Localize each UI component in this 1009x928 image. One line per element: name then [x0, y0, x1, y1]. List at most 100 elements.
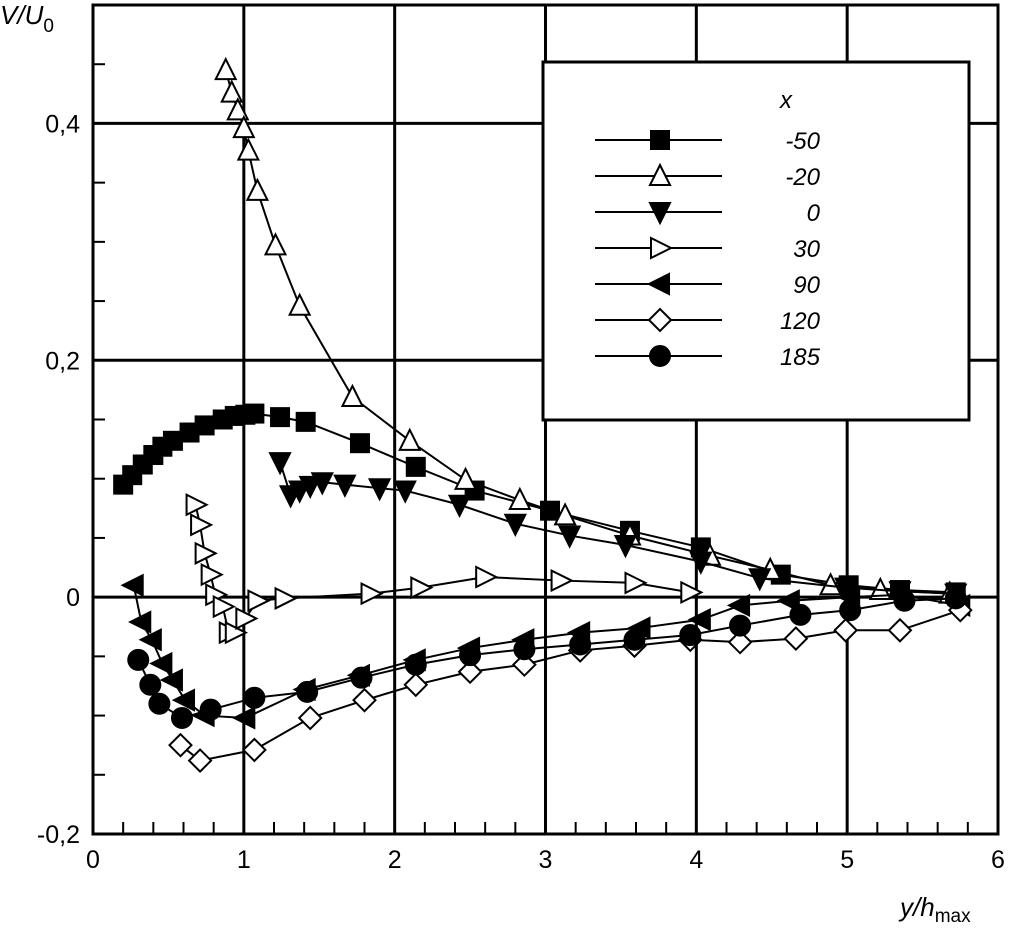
data-point — [776, 589, 800, 613]
legend-marker — [646, 272, 670, 296]
data-point — [232, 114, 256, 139]
data-point — [459, 644, 482, 667]
data-point — [200, 563, 224, 587]
legend-marker — [649, 345, 671, 367]
data-point — [393, 480, 417, 504]
data-point — [241, 737, 267, 763]
x-tick-label: 6 — [991, 846, 1005, 874]
data-point — [270, 407, 291, 428]
data-point — [893, 589, 916, 612]
data-point — [162, 430, 183, 451]
data-point — [818, 572, 843, 596]
data-point — [310, 472, 334, 496]
data-point — [569, 633, 592, 656]
legend-label: 0 — [807, 200, 821, 227]
data-point — [340, 383, 365, 407]
legend-label: 185 — [780, 344, 821, 371]
data-point — [689, 551, 713, 575]
data-point — [453, 466, 478, 490]
data-point — [236, 137, 260, 161]
x-tick-label: 3 — [539, 846, 553, 874]
legend-entry: 0 — [595, 200, 821, 227]
data-point — [833, 617, 859, 643]
legend-label: 120 — [780, 308, 821, 335]
data-point — [748, 568, 772, 592]
data-point — [220, 79, 244, 103]
data-point — [127, 648, 150, 671]
series--50 — [113, 403, 966, 603]
data-point — [687, 608, 711, 632]
data-point — [185, 493, 209, 517]
data-point — [194, 541, 218, 565]
data-point — [199, 698, 222, 721]
legend-entry: 90 — [595, 272, 821, 299]
y-tick-label: -0,2 — [37, 821, 80, 849]
data-point — [148, 692, 171, 715]
data-point — [296, 680, 319, 703]
y-tick-label: 0 — [66, 584, 80, 612]
x-tick-label: 0 — [86, 846, 100, 874]
legend-entry: -20 — [595, 162, 821, 191]
legend-entry: 185 — [595, 344, 821, 371]
data-point — [404, 653, 427, 676]
data-point — [187, 748, 213, 773]
data-point — [350, 666, 373, 689]
data-point — [139, 673, 162, 696]
data-point — [298, 475, 322, 500]
series-185 — [127, 587, 967, 729]
data-point — [613, 535, 638, 559]
data-point — [214, 56, 238, 81]
data-point — [263, 232, 288, 256]
data-point — [138, 628, 162, 652]
data-point — [834, 577, 858, 601]
data-point — [333, 474, 357, 498]
data-point — [149, 651, 173, 676]
data-point — [171, 688, 196, 712]
data-point — [226, 97, 250, 121]
data-point — [243, 686, 266, 709]
legend-marker — [650, 236, 674, 260]
data-point — [398, 427, 422, 451]
legend-entry: 120 — [595, 307, 821, 335]
data-point — [729, 614, 752, 637]
legend-label: 30 — [793, 236, 820, 263]
data-point — [405, 456, 426, 477]
legend-label: -50 — [785, 128, 820, 155]
data-point — [457, 659, 483, 685]
data-point — [190, 513, 214, 537]
data-point — [159, 668, 183, 692]
y-tick-label: 0,4 — [45, 110, 80, 138]
data-point — [508, 486, 532, 511]
data-point — [288, 292, 312, 316]
series-line — [122, 412, 956, 594]
data-point — [447, 494, 472, 519]
data-point — [679, 624, 702, 647]
y-axis-label: V/U0 — [0, 0, 54, 37]
series-line — [179, 609, 961, 762]
legend-marker — [647, 307, 673, 333]
data-point — [503, 513, 527, 537]
data-point — [513, 638, 536, 661]
data-point — [944, 587, 967, 610]
x-tick-label: 5 — [840, 846, 854, 874]
data-point — [511, 652, 537, 678]
data-point — [624, 571, 648, 595]
legend-entry: -50 — [595, 128, 821, 155]
data-point — [128, 610, 152, 634]
data-point — [783, 626, 809, 652]
series-line — [194, 504, 691, 634]
data-point — [274, 586, 298, 610]
data-point — [403, 672, 429, 698]
data-point — [295, 411, 316, 432]
data-point — [244, 403, 265, 424]
data-point — [352, 687, 377, 713]
data-point — [789, 603, 812, 626]
legend-box — [541, 60, 971, 422]
series-layer — [113, 56, 973, 773]
data-point — [623, 628, 646, 651]
data-point — [268, 452, 292, 476]
y-tick-label: 0,2 — [45, 347, 80, 375]
data-point — [475, 565, 499, 589]
data-point — [680, 580, 704, 605]
